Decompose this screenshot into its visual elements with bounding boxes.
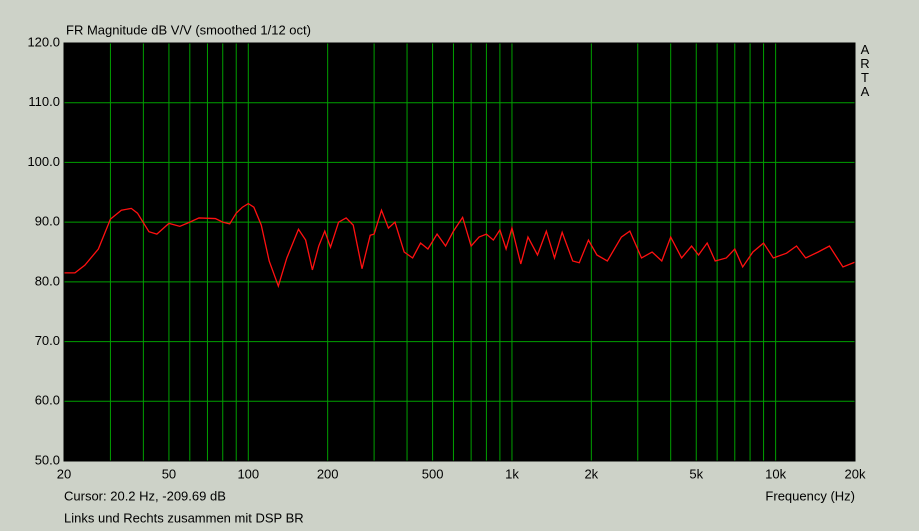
y-tick-label: 100.0 xyxy=(27,154,60,169)
x-tick-label: 500 xyxy=(422,466,444,481)
chart-title: FR Magnitude dB V/V (smoothed 1/12 oct) xyxy=(66,22,311,37)
plot-border xyxy=(63,42,856,462)
x-tick-label: 100 xyxy=(237,466,259,481)
x-tick-label: 20k xyxy=(845,466,866,481)
y-tick-label: 80.0 xyxy=(35,273,60,288)
y-tick-label: 60.0 xyxy=(35,393,60,408)
brand: ARTA xyxy=(860,42,870,99)
x-tick-label: 200 xyxy=(317,466,339,481)
note: Links und Rechts zusammen mit DSP BR xyxy=(64,510,304,525)
x-tick-label: 20 xyxy=(57,466,71,481)
data-line xyxy=(64,202,856,289)
y-tick-label: 70.0 xyxy=(35,333,60,348)
x-axis-label: Frequency (Hz) xyxy=(765,488,855,503)
y-tick-label: 120.0 xyxy=(27,34,60,49)
x-tick-label: 10k xyxy=(765,466,786,481)
x-tick-label: 1k xyxy=(505,466,519,481)
x-tick-label: 50 xyxy=(162,466,176,481)
x-tick-label: 2k xyxy=(584,466,598,481)
y-tick-label: 90.0 xyxy=(35,214,60,229)
y-tick-label: 50.0 xyxy=(35,452,60,467)
cursor-readout: Cursor: 20.2 Hz, -209.69 dB xyxy=(64,488,226,503)
x-tick-label: 5k xyxy=(689,466,703,481)
plot-area xyxy=(64,43,855,461)
y-tick-label: 110.0 xyxy=(28,94,60,109)
